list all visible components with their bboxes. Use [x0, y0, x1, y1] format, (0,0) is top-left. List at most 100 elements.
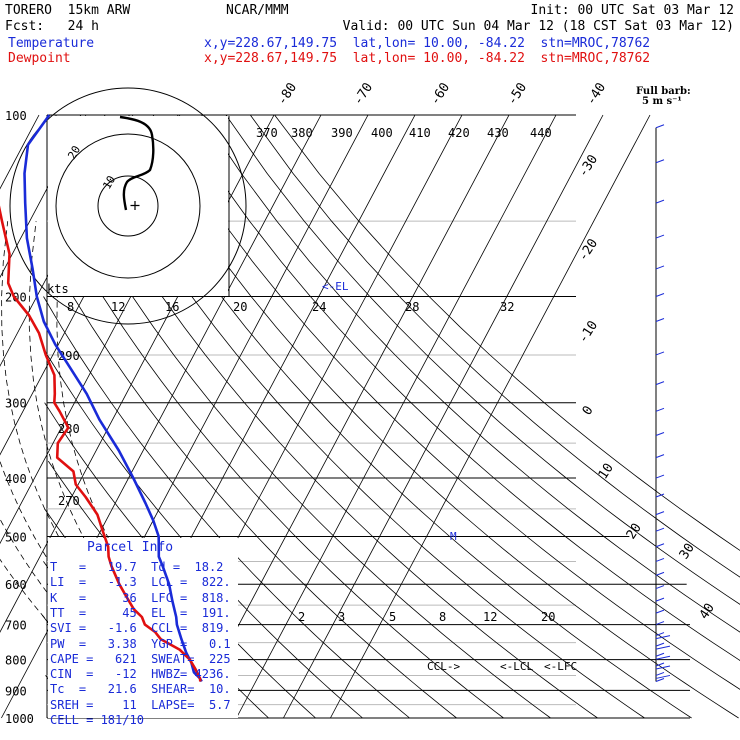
wind-barb — [655, 585, 665, 590]
pressure-label-500: 500 — [5, 530, 27, 544]
wind-barb — [655, 199, 665, 204]
pressure-label-400: 400 — [5, 472, 27, 486]
wind-barb — [655, 642, 665, 647]
wind-barb — [655, 527, 665, 532]
parcel-info-row: CELL = 181/10 — [50, 713, 144, 727]
hodograph-center-marker — [130, 201, 140, 210]
wind-barb — [655, 665, 671, 670]
wind-barb — [655, 493, 665, 498]
mixing-ratio-label: 5 — [389, 610, 396, 624]
pressure-label-800: 800 — [5, 654, 27, 668]
theta-e-label: 390 — [331, 126, 353, 140]
isotherm-label: 20 — [624, 521, 645, 542]
parcel-info-row: SVI = -1.6 CCL = 819. — [50, 621, 231, 636]
theta-e-label: 400 — [371, 126, 393, 140]
wind-barb — [655, 671, 665, 676]
isotherm — [283, 114, 604, 719]
isotherm-label: -40 — [584, 80, 609, 108]
dry-adiabat — [79, 114, 645, 719]
hodograph-trace — [119, 115, 155, 211]
temperature-trace — [23, 114, 203, 683]
wind-barb — [655, 293, 665, 297]
wind-barb — [655, 234, 665, 239]
dry-adiabat — [58, 221, 504, 719]
dry-adiabat — [225, 114, 740, 605]
dry-adiabat — [43, 296, 410, 719]
parcel-info-row: TT = 45 EL = 191. — [50, 605, 231, 620]
temperature-legend: Temperature — [8, 36, 95, 51]
mixing-ratio-label: 2 — [298, 610, 305, 624]
ccl-marker: CCL-> — [427, 660, 460, 673]
wind-barb — [655, 652, 665, 657]
mixing-ratio-label: 8 — [439, 610, 446, 624]
hodograph-speed-label: 28 — [405, 300, 419, 314]
lcl-marker: <-LCL — [500, 660, 533, 673]
wind-barb — [655, 265, 665, 270]
isotherm — [0, 114, 87, 279]
wind-barb — [655, 432, 665, 436]
isotherm-label: -80 — [275, 80, 300, 108]
isotherm-label: -10 — [576, 318, 601, 346]
wind-barb — [655, 407, 665, 412]
dry-adiabat — [59, 173, 551, 719]
barb-key-title: Full barb: — [636, 86, 691, 97]
parcel-info-row: T = 19.7 Td = 18.2 — [50, 560, 224, 574]
isotherm-label: 40 — [697, 601, 718, 622]
pressure-label-1000: 1000 — [5, 712, 34, 726]
mixing-ratio-label: 12 — [483, 610, 497, 624]
dry-adiabat — [55, 114, 598, 719]
hodograph-ring-label: 20 — [65, 144, 83, 162]
moist-adiabat — [0, 518, 162, 719]
hodograph-ring-label: 10 — [100, 174, 118, 192]
init-time: Init: 00 UTC Sat 03 Mar 12 — [530, 3, 735, 18]
valid-time: Valid: 00 UTC Sun 04 Mar 12 (18 CST Sat … — [342, 19, 734, 34]
isotherm-label: 30 — [677, 541, 698, 562]
hodograph-speed-label: 20 — [233, 300, 247, 314]
wind-barb — [655, 124, 665, 129]
isotherm-label: -60 — [428, 80, 453, 108]
isotherm — [330, 114, 651, 719]
el-marker: <-EL — [322, 280, 349, 293]
dry-adiabat — [274, 114, 740, 551]
wind-barb — [655, 474, 665, 479]
hodograph-speed-label: 16 — [165, 300, 179, 314]
hodograph-speed-label: 8 — [67, 300, 74, 314]
pressure-label-700: 700 — [5, 619, 27, 633]
hodograph-speed-label: 12 — [111, 300, 125, 314]
isotherm-label: 10 — [596, 461, 617, 482]
dry-adiabat — [152, 114, 740, 690]
wind-barb — [655, 674, 671, 679]
lfc-marker: <-LFC — [544, 660, 577, 673]
wind-barb — [655, 655, 671, 660]
theta-e-label: 420 — [448, 126, 470, 140]
isotherm — [189, 114, 510, 719]
wind-barb — [655, 351, 665, 356]
dry-adiabat — [249, 114, 740, 578]
parcel-info-row: CAPE = 621 SWEAT= 225 — [50, 651, 231, 666]
dry-adiabat — [103, 114, 692, 719]
parcel-info-row: LI = -1.3 LCL = 822. — [50, 575, 231, 590]
isotherm — [236, 114, 557, 719]
wind-barb — [655, 571, 665, 576]
product-label: NCAR/MMM — [226, 3, 289, 18]
theta-e-label: 380 — [291, 126, 313, 140]
wind-barb — [655, 632, 665, 637]
wind-barb — [655, 609, 665, 614]
mixing-ratio-label: 20 — [541, 610, 555, 624]
model-label: TORERO 15km ARW — [5, 3, 131, 18]
hodograph-ring — [55, 133, 201, 279]
wind-barb — [655, 678, 665, 682]
dry-adiabat — [201, 114, 740, 633]
wind-barb — [655, 454, 665, 459]
parcel-info-row: SREH = 11 LAPSE= 5.7 — [50, 697, 231, 712]
hodograph-ring — [9, 87, 247, 325]
dry-adiabat-label: 270 — [58, 494, 80, 508]
dewpoint-trace — [0, 205, 202, 682]
wind-barb — [655, 621, 665, 626]
theta-e-label: 410 — [409, 126, 431, 140]
mixing-ratio-label: 3 — [338, 610, 345, 624]
melting-marker: M — [450, 530, 457, 543]
isotherm-label: 0 — [580, 403, 597, 418]
